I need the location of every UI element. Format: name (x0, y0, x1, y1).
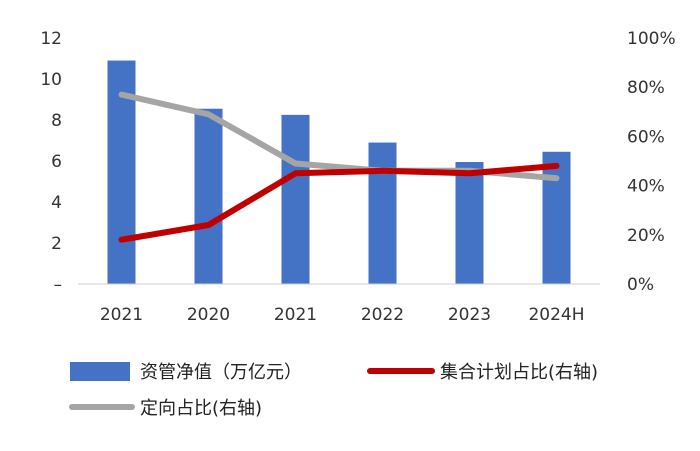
right-tick-label: 20% (627, 226, 665, 246)
line-series-group (118, 91, 560, 243)
directional-ratio-line (118, 91, 560, 182)
bar-1 (194, 108, 223, 284)
x-tick-label: 2024H (528, 305, 584, 325)
bar-3 (368, 142, 397, 284)
left-axis-ticks: – 2 4 6 8 10 12 (40, 29, 62, 295)
bar-5 (542, 151, 571, 284)
collective-ratio-line (118, 162, 560, 243)
left-tick-label: 4 (51, 193, 62, 213)
x-axis-ticks: 2021 2020 2021 2022 2023 2024H (100, 305, 585, 325)
x-tick-label: 2023 (448, 305, 491, 325)
legend-label-collective: 集合计划占比(右轴) (440, 362, 598, 383)
left-tick-label: 2 (51, 234, 62, 254)
legend-item-directional: 定向占比(右轴) (69, 398, 262, 419)
x-tick-label: 2020 (187, 305, 230, 325)
bar-2 (281, 114, 310, 284)
legend-item-bars: 资管净值（万亿元） (70, 362, 302, 383)
legend-label-directional: 定向占比(右轴) (140, 398, 262, 419)
legend-label-bars: 资管净值（万亿元） (140, 362, 302, 383)
bar-4 (455, 162, 484, 284)
right-tick-label: 80% (627, 78, 665, 98)
left-tick-label: 10 (40, 70, 62, 90)
left-tick-label: – (54, 275, 63, 295)
legend-item-collective: 集合计划占比(右轴) (367, 362, 598, 383)
x-tick-label: 2021 (274, 305, 317, 325)
right-tick-label: 40% (627, 177, 665, 197)
legend: 资管净值（万亿元） 集合计划占比(右轴) 定向占比(右轴) (69, 362, 598, 419)
x-tick-label: 2021 (100, 305, 143, 325)
right-tick-label: 100% (627, 29, 676, 49)
left-tick-label: 8 (51, 111, 62, 131)
bar-series (107, 60, 571, 284)
right-tick-label: 60% (627, 127, 665, 147)
left-tick-label: 12 (40, 29, 62, 49)
right-tick-label: 0% (627, 275, 654, 295)
legend-swatch-bars (70, 362, 130, 381)
left-tick-label: 6 (51, 152, 62, 172)
x-tick-label: 2022 (361, 305, 404, 325)
right-axis-ticks: 0% 20% 40% 60% 80% 100% (627, 29, 676, 295)
